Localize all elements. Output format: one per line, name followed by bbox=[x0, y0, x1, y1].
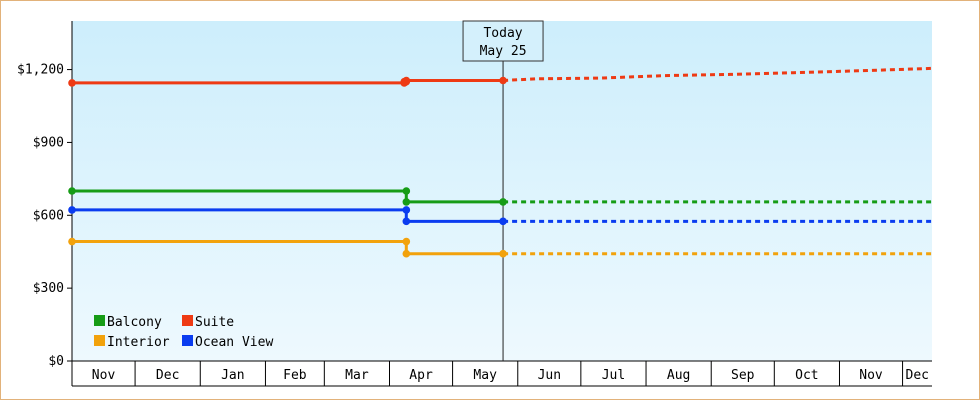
series-forecast-suite bbox=[503, 66, 933, 82]
month-label: Jul bbox=[602, 368, 625, 383]
data-point-ocean-view bbox=[402, 217, 411, 226]
month-label: Dec bbox=[906, 368, 929, 383]
y-tick-label: $900 bbox=[33, 135, 64, 150]
data-point-suite bbox=[499, 76, 507, 85]
series-layer bbox=[68, 66, 933, 258]
legend-swatch-balcony bbox=[94, 315, 105, 326]
series-line-interior bbox=[72, 240, 504, 256]
data-point-interior bbox=[499, 249, 507, 258]
data-point-balcony bbox=[68, 187, 76, 195]
month-label: Nov bbox=[92, 368, 116, 383]
legend-swatch-interior bbox=[94, 335, 105, 346]
month-label: Nov bbox=[859, 368, 883, 383]
data-point-suite bbox=[68, 79, 76, 87]
data-point-ocean-view bbox=[499, 217, 507, 226]
month-label: Dec bbox=[156, 368, 179, 383]
y-tick-label: $300 bbox=[33, 281, 64, 296]
month-label: Sep bbox=[731, 368, 755, 383]
month-label: Apr bbox=[409, 368, 433, 383]
legend-label-ocean-view: Ocean View bbox=[195, 335, 273, 350]
legend-label-interior: Interior bbox=[107, 335, 170, 350]
y-tick-label: $1,200 bbox=[17, 63, 64, 78]
y-axis: $0 $300 $600 $900 $1,200 bbox=[17, 21, 73, 386]
data-point-ocean-view bbox=[402, 206, 411, 214]
y-tick-label: $0 bbox=[48, 354, 64, 369]
month-label: Jun bbox=[538, 368, 561, 383]
today-date: May 25 bbox=[480, 44, 527, 59]
month-label: Jan bbox=[221, 368, 244, 383]
today-box bbox=[462, 20, 544, 62]
month-label: May bbox=[473, 368, 497, 383]
series-line-ocean-view bbox=[72, 208, 504, 223]
y-tick-label: $600 bbox=[33, 208, 64, 223]
data-point-interior bbox=[68, 237, 76, 246]
data-point-interior bbox=[402, 249, 411, 258]
legend: Balcony Suite Interior Ocean View bbox=[94, 315, 273, 350]
month-label: Feb bbox=[283, 368, 307, 383]
data-point-balcony bbox=[499, 198, 507, 206]
month-label: Mar bbox=[345, 368, 369, 383]
today-label: Today bbox=[483, 26, 522, 41]
data-point-suite bbox=[402, 76, 411, 85]
legend-swatch-suite bbox=[182, 315, 193, 326]
data-point-balcony bbox=[402, 198, 411, 206]
legend-label-suite: Suite bbox=[195, 315, 234, 330]
month-label: Aug bbox=[667, 368, 690, 383]
today-marker: Today May 25 bbox=[462, 20, 544, 361]
legend-label-balcony: Balcony bbox=[107, 315, 162, 330]
data-point-balcony bbox=[402, 187, 411, 195]
legend-swatch-ocean-view bbox=[182, 335, 193, 346]
x-axis: Nov Dec Jan Feb Mar Apr May Jun Jul Aug Sep Oct Nov D… bbox=[72, 360, 932, 387]
data-point-ocean-view bbox=[68, 206, 76, 214]
data-point-interior bbox=[402, 237, 411, 246]
month-label: Oct bbox=[795, 368, 818, 383]
series-line-balcony bbox=[72, 189, 504, 204]
